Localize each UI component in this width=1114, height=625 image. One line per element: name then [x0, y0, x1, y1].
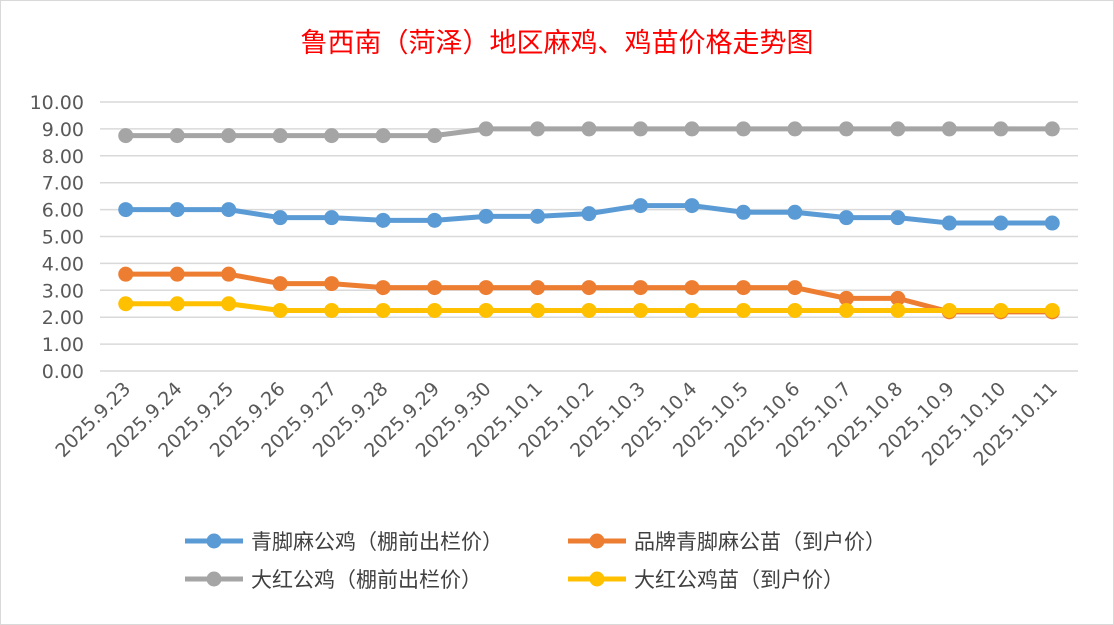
data-point [478, 302, 494, 318]
legend-marker [589, 571, 605, 587]
y-tick-label: 8.00 [42, 146, 84, 168]
data-point [787, 302, 803, 318]
data-point [118, 128, 134, 144]
data-point [324, 128, 340, 144]
y-tick-label: 7.00 [42, 173, 84, 195]
data-point [684, 198, 700, 214]
data-point [478, 280, 494, 296]
legend-item: 青脚麻公鸡（棚前出栏价） [185, 530, 503, 554]
legend-marker [206, 571, 222, 587]
data-point [838, 302, 854, 318]
legend-label: 大红公鸡（棚前出栏价） [251, 568, 482, 592]
data-point [169, 266, 185, 282]
data-point [787, 204, 803, 220]
data-point [632, 198, 648, 214]
data-point [1044, 215, 1060, 231]
legend-marker [589, 533, 605, 549]
data-point [1044, 302, 1060, 318]
data-point [890, 121, 906, 137]
data-point [272, 276, 288, 292]
data-point [838, 121, 854, 137]
data-point [581, 121, 597, 137]
y-tick-label: 2.00 [42, 307, 84, 329]
data-point [890, 302, 906, 318]
data-point [118, 202, 134, 218]
data-point [684, 280, 700, 296]
data-point [581, 206, 597, 222]
data-point [684, 121, 700, 137]
data-point [530, 121, 546, 137]
chart-title: 鲁西南（菏泽）地区麻鸡、鸡苗价格走势图 [301, 28, 814, 59]
legend-marker [206, 533, 222, 549]
data-point [838, 290, 854, 306]
legend-label: 青脚麻公鸡（棚前出栏价） [251, 530, 503, 554]
data-point [993, 121, 1009, 137]
data-point [324, 210, 340, 226]
data-point [478, 121, 494, 137]
data-point [941, 121, 957, 137]
data-point [375, 128, 391, 144]
data-point [169, 296, 185, 312]
y-tick-label: 4.00 [42, 253, 84, 275]
legend-label: 大红公鸡苗（到户价） [634, 568, 844, 592]
data-point [632, 280, 648, 296]
data-point [427, 302, 443, 318]
data-point [632, 121, 648, 137]
data-point [272, 128, 288, 144]
data-point [530, 302, 546, 318]
data-point [530, 280, 546, 296]
y-tick-label: 6.00 [42, 200, 84, 222]
data-point [478, 208, 494, 224]
data-point [787, 280, 803, 296]
data-point [890, 290, 906, 306]
data-point [941, 302, 957, 318]
data-point [735, 302, 751, 318]
data-point [735, 121, 751, 137]
legend-item: 品牌青脚麻公苗（到户价） [568, 530, 886, 554]
data-point [787, 121, 803, 137]
y-tick-label: 5.00 [42, 227, 84, 249]
data-point [221, 202, 237, 218]
data-point [272, 210, 288, 226]
data-point [941, 215, 957, 231]
data-point [118, 296, 134, 312]
data-point [993, 215, 1009, 231]
data-point [169, 202, 185, 218]
data-point [735, 280, 751, 296]
y-tick-label: 9.00 [42, 119, 84, 141]
data-point [581, 280, 597, 296]
data-point [169, 128, 185, 144]
data-point [324, 302, 340, 318]
y-tick-label: 0.00 [42, 361, 84, 383]
data-point [272, 302, 288, 318]
legend-label: 品牌青脚麻公苗（到户价） [634, 530, 886, 554]
data-point [221, 128, 237, 144]
y-tick-label: 1.00 [42, 334, 84, 356]
data-point [118, 266, 134, 282]
legend-item: 大红公鸡苗（到户价） [568, 568, 844, 592]
data-point [735, 204, 751, 220]
data-point [890, 210, 906, 226]
legend-item: 大红公鸡（棚前出栏价） [185, 568, 482, 592]
data-point [427, 212, 443, 228]
data-point [221, 296, 237, 312]
data-point [375, 280, 391, 296]
data-point [324, 276, 340, 292]
data-point [221, 266, 237, 282]
data-point [375, 212, 391, 228]
data-point [427, 280, 443, 296]
data-point [993, 302, 1009, 318]
data-point [838, 210, 854, 226]
data-point [581, 302, 597, 318]
y-tick-label: 3.00 [42, 280, 84, 302]
data-point [632, 302, 648, 318]
data-point [1044, 121, 1060, 137]
y-tick-label: 10.00 [30, 92, 84, 114]
data-point [375, 302, 391, 318]
data-point [427, 128, 443, 144]
data-point [684, 302, 700, 318]
data-point [530, 208, 546, 224]
